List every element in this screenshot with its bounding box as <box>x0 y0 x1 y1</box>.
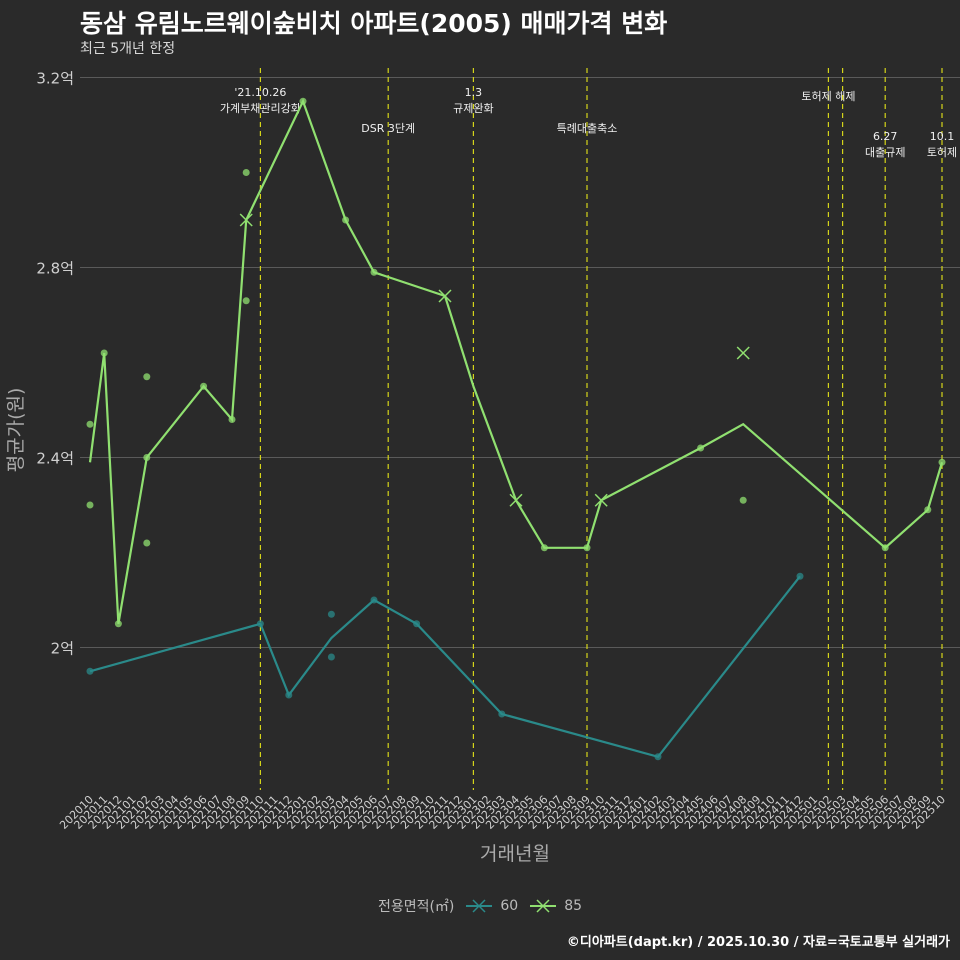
series-60 <box>86 572 804 761</box>
cross-stroke <box>594 493 608 507</box>
chart-subtitle: 최근 5개년 한정 <box>80 41 176 57</box>
cross-stroke <box>736 346 750 360</box>
data-point <box>327 610 335 618</box>
data-point <box>100 349 108 357</box>
cross-stroke <box>239 213 253 227</box>
data-point <box>540 544 548 552</box>
data-point <box>370 596 378 604</box>
y-tick-label: 2억 <box>51 640 74 658</box>
event-label: 특례대출축소 <box>557 122 618 135</box>
event-label: DSR 3단계 <box>361 122 415 135</box>
data-point <box>924 506 932 514</box>
data-point <box>143 454 151 461</box>
legend-label-85: 85 <box>564 898 583 914</box>
x-axis-title: 거래년월 <box>480 843 550 865</box>
event-label: 토허제 <box>927 146 957 159</box>
data-point <box>327 653 335 661</box>
chart-title: 동삼 유림노르웨이숲비치 아파트(2005) 매매가격 변화 <box>80 9 668 38</box>
event-label: 6.27 <box>873 130 898 143</box>
data-point <box>242 297 250 305</box>
data-point <box>299 97 307 105</box>
source-caption: ©디아파트(dapt.kr) / 2025.10.30 / 자료=국토교통부 실… <box>566 935 950 950</box>
data-point <box>143 539 151 547</box>
data-point <box>86 420 94 428</box>
data-point <box>938 458 946 466</box>
data-point <box>86 501 94 509</box>
data-point <box>697 444 705 452</box>
data-point <box>114 620 122 628</box>
data-point <box>654 753 662 761</box>
legend-label-60: 60 <box>500 898 519 914</box>
y-axis-title: 평균가(원) <box>5 388 27 473</box>
data-point <box>86 667 94 675</box>
data-point <box>200 382 208 390</box>
data-point-cross <box>438 289 452 303</box>
data-point-cross <box>736 346 750 360</box>
y-tick-label: 2.4억 <box>36 450 74 468</box>
cross-stroke <box>509 493 523 507</box>
event-label: 토허제 해제 <box>801 89 855 103</box>
data-point <box>796 572 804 580</box>
event-label: 대출규제 <box>865 146 905 159</box>
event-label: 규제완화 <box>453 102 493 115</box>
data-point <box>498 710 506 718</box>
y-tick-label: 3.2억 <box>36 70 74 88</box>
data-point <box>228 416 236 423</box>
series-line-60 <box>89 575 801 759</box>
data-point <box>256 620 264 628</box>
legend-swatch-85 <box>530 899 557 913</box>
legend-title: 전용면적(㎡) <box>377 899 455 915</box>
data-point <box>413 620 421 628</box>
data-point <box>143 373 151 381</box>
data-point <box>881 544 889 552</box>
data-point <box>342 216 350 224</box>
legend-item-60: 60 <box>464 898 518 914</box>
data-point <box>242 169 250 176</box>
data-point <box>370 268 378 276</box>
event-label: 가계부채관리강화 <box>220 102 301 115</box>
cross-stroke <box>438 289 452 303</box>
event-label: '21.10.26 <box>234 86 286 99</box>
y-tick-label: 2.8억 <box>36 260 74 278</box>
series-line-85 <box>88 98 944 624</box>
legend-swatch-60 <box>466 899 493 913</box>
legend-item-85: 85 <box>528 898 582 914</box>
data-point-cross <box>509 493 523 507</box>
legend: 전용면적(㎡) 60 85 <box>0 896 960 916</box>
data-point <box>285 691 293 699</box>
data-point-cross <box>239 213 253 227</box>
data-point <box>739 496 747 504</box>
event-label: 1.3 <box>465 86 483 99</box>
data-point-cross <box>594 493 608 507</box>
series-85 <box>86 97 946 628</box>
data-point <box>583 544 591 552</box>
event-label: 10.1 <box>930 130 955 143</box>
